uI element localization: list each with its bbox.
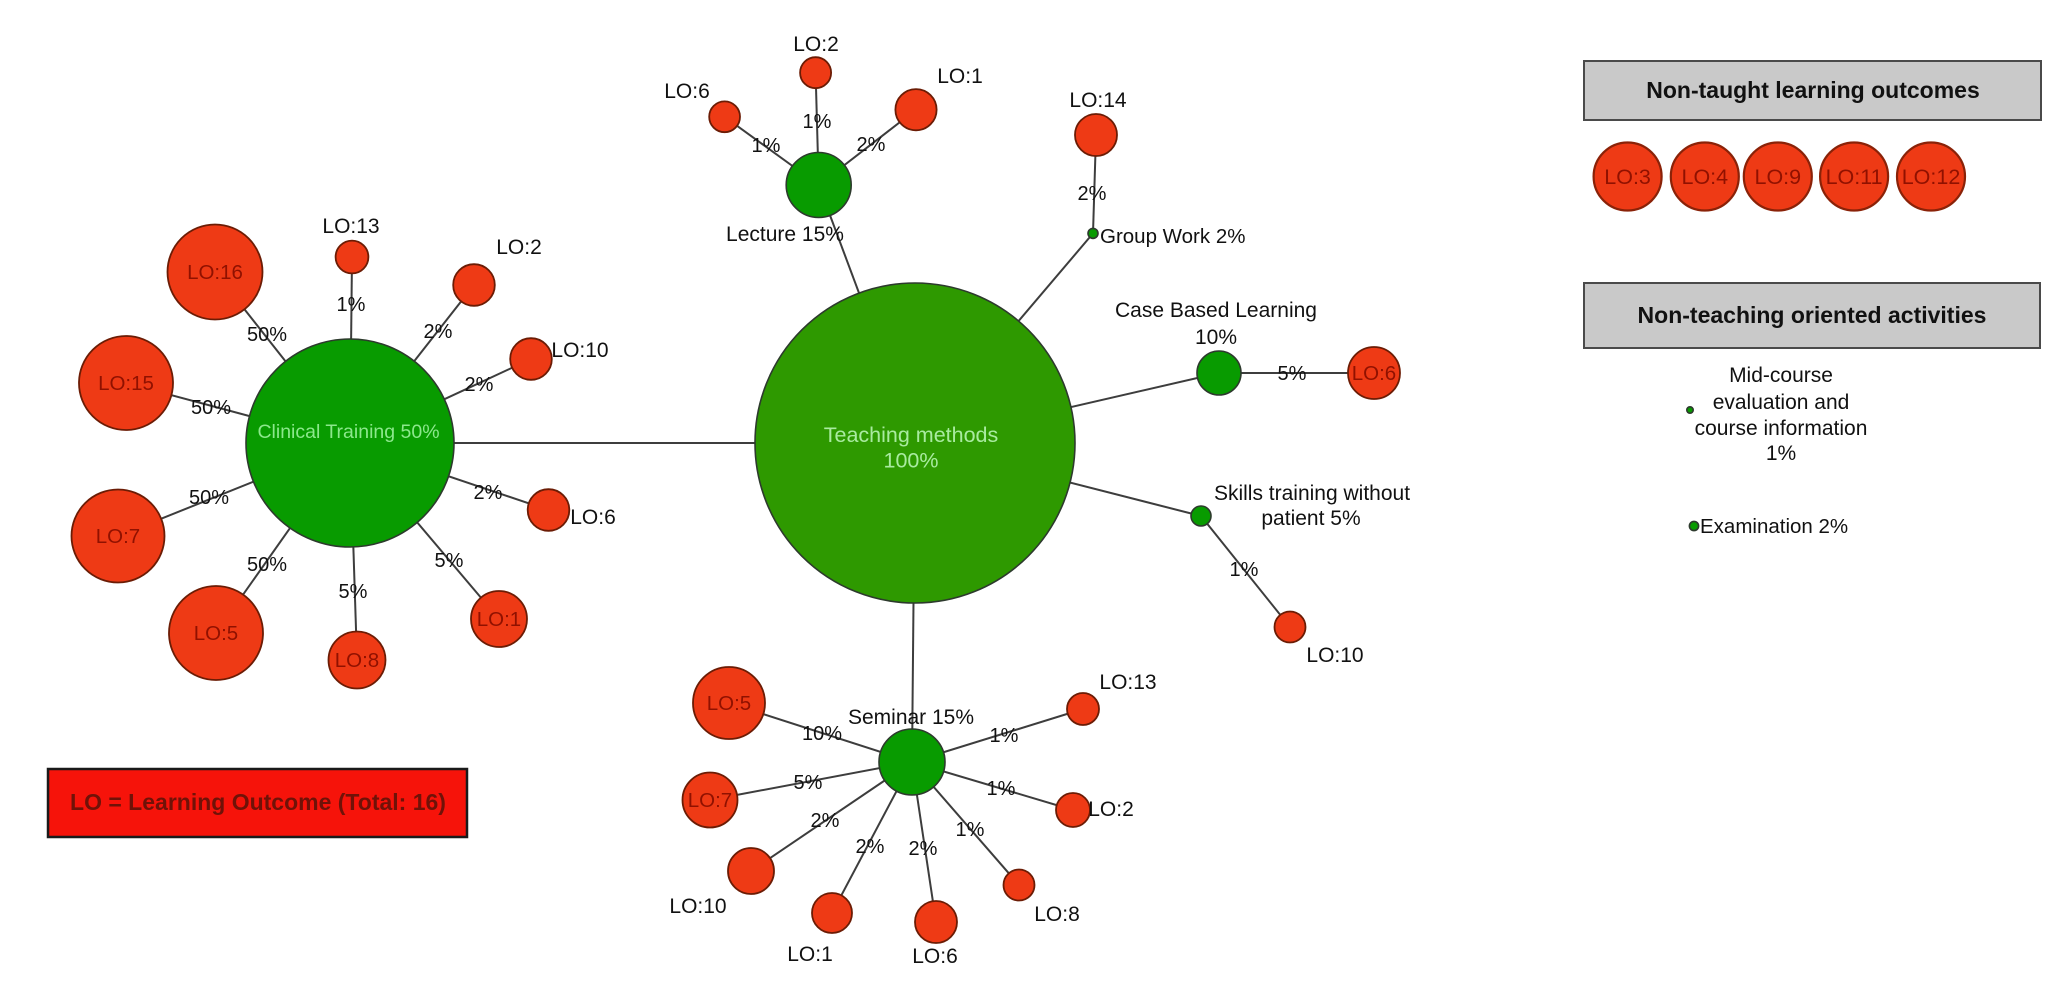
svg-text:LO:6: LO:6 — [664, 80, 710, 103]
svg-text:2%: 2% — [465, 374, 494, 396]
svg-text:LO:7: LO:7 — [688, 789, 732, 812]
svg-text:5%: 5% — [435, 550, 464, 572]
svg-text:Mid-course: Mid-course — [1729, 364, 1833, 387]
svg-text:50%: 50% — [247, 554, 287, 576]
svg-text:LO:2: LO:2 — [1088, 798, 1134, 821]
svg-text:1%: 1% — [990, 725, 1019, 747]
svg-text:2%: 2% — [424, 321, 453, 343]
svg-text:1%: 1% — [987, 778, 1016, 800]
svg-text:LO:2: LO:2 — [496, 236, 542, 259]
svg-text:50%: 50% — [191, 397, 231, 419]
svg-text:LO:6: LO:6 — [912, 945, 958, 968]
svg-text:Clinical Training 50%: Clinical Training 50% — [257, 421, 439, 443]
svg-text:Teaching methods: Teaching methods — [824, 423, 999, 447]
svg-text:LO:4: LO:4 — [1681, 165, 1728, 189]
svg-text:LO:8: LO:8 — [335, 649, 379, 672]
svg-text:LO = Learning Outcome (Total:: LO = Learning Outcome (Total: 16) — [70, 789, 446, 815]
svg-text:LO:2: LO:2 — [793, 33, 839, 56]
svg-text:10%: 10% — [802, 723, 842, 745]
svg-text:100%: 100% — [884, 449, 939, 473]
svg-text:Case Based Learning: Case Based Learning — [1115, 299, 1317, 322]
svg-text:Non-taught learning outcomes: Non-taught learning outcomes — [1646, 77, 1980, 103]
svg-text:LO:7: LO:7 — [96, 525, 140, 548]
svg-text:course information: course information — [1695, 417, 1868, 440]
svg-text:LO:1: LO:1 — [787, 943, 833, 966]
svg-text:evaluation and: evaluation and — [1713, 391, 1850, 414]
svg-text:10%: 10% — [1195, 326, 1237, 349]
svg-text:LO:6: LO:6 — [570, 506, 616, 529]
svg-text:LO:10: LO:10 — [551, 339, 608, 362]
svg-text:LO:14: LO:14 — [1069, 89, 1127, 112]
svg-text:LO:15: LO:15 — [98, 372, 154, 395]
svg-text:2%: 2% — [811, 810, 840, 832]
svg-text:LO:6: LO:6 — [1352, 362, 1396, 385]
svg-text:5%: 5% — [794, 772, 823, 794]
svg-text:2%: 2% — [909, 838, 938, 860]
svg-text:2%: 2% — [1078, 183, 1107, 205]
svg-text:LO:8: LO:8 — [1034, 903, 1080, 926]
svg-text:LO:5: LO:5 — [194, 622, 238, 645]
svg-text:1%: 1% — [1766, 442, 1796, 465]
svg-text:LO:1: LO:1 — [477, 608, 521, 631]
svg-text:LO:13: LO:13 — [322, 215, 379, 238]
svg-text:LO:5: LO:5 — [707, 692, 751, 715]
svg-text:Examination 2%: Examination 2% — [1700, 515, 1848, 538]
svg-text:Seminar 15%: Seminar 15% — [848, 706, 974, 729]
svg-text:Non-teaching oriented activiti: Non-teaching oriented activities — [1638, 302, 1987, 328]
svg-text:patient 5%: patient 5% — [1261, 507, 1360, 530]
svg-text:LO:10: LO:10 — [1306, 644, 1363, 667]
svg-text:Group Work 2%: Group Work 2% — [1100, 225, 1245, 248]
svg-text:1%: 1% — [803, 111, 832, 133]
svg-text:1%: 1% — [1230, 559, 1259, 581]
svg-text:5%: 5% — [1278, 363, 1307, 385]
svg-text:2%: 2% — [856, 836, 885, 858]
svg-text:2%: 2% — [474, 482, 503, 504]
svg-text:Lecture 15%: Lecture 15% — [726, 223, 844, 246]
svg-text:LO:13: LO:13 — [1099, 671, 1156, 694]
svg-text:2%: 2% — [857, 134, 886, 156]
svg-text:1%: 1% — [337, 294, 366, 316]
svg-text:1%: 1% — [956, 819, 985, 841]
svg-text:LO:12: LO:12 — [1902, 165, 1961, 189]
svg-text:LO:10: LO:10 — [669, 895, 726, 918]
svg-text:50%: 50% — [189, 487, 229, 509]
svg-text:LO:1: LO:1 — [937, 65, 983, 88]
svg-text:Skills training without: Skills training without — [1214, 482, 1410, 505]
svg-text:1%: 1% — [752, 135, 781, 157]
svg-text:LO:11: LO:11 — [1826, 165, 1883, 189]
svg-text:5%: 5% — [339, 581, 368, 603]
svg-text:LO:3: LO:3 — [1604, 165, 1651, 189]
svg-text:LO:16: LO:16 — [187, 261, 243, 284]
svg-text:50%: 50% — [247, 324, 287, 346]
svg-text:LO:9: LO:9 — [1754, 165, 1801, 189]
